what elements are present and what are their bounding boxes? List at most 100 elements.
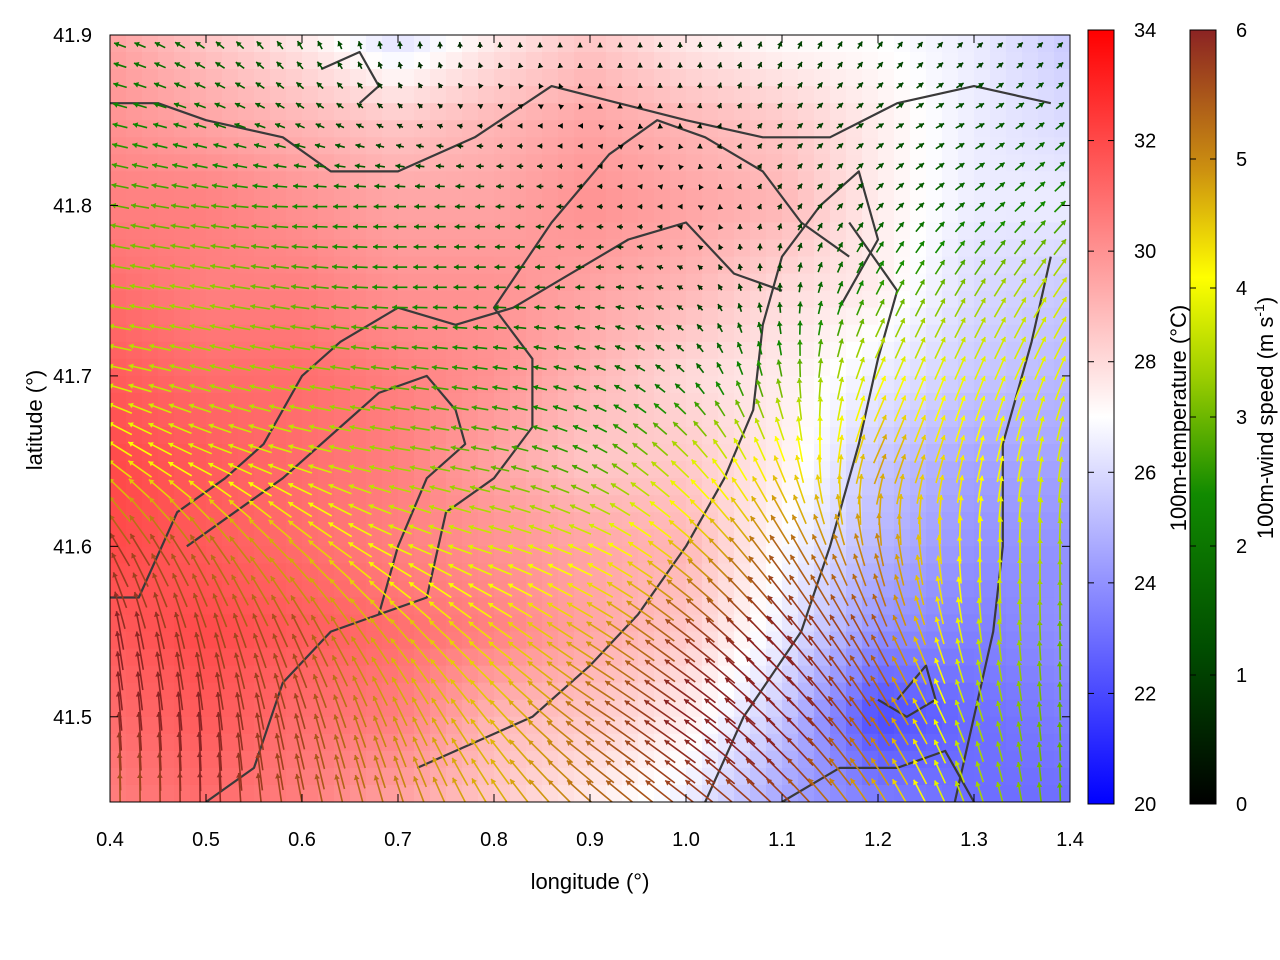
heatmap-cell xyxy=(1006,35,1023,53)
heatmap-cell xyxy=(846,392,863,411)
heatmap-cell xyxy=(910,154,927,172)
heatmap-cell xyxy=(750,35,767,53)
heatmap-cell xyxy=(542,137,559,155)
heatmap-cell xyxy=(334,716,351,735)
heatmap-cell xyxy=(926,256,943,275)
heatmap-cell xyxy=(686,188,703,207)
heatmap-cell xyxy=(366,273,383,292)
heatmap-cell xyxy=(942,580,959,599)
heatmap-cell xyxy=(366,137,383,155)
heatmap-cell xyxy=(654,171,671,189)
heatmap-cell xyxy=(622,222,639,241)
heatmap-cell xyxy=(222,239,239,258)
heatmap-cell xyxy=(1038,222,1055,241)
heatmap-cell xyxy=(590,409,607,428)
heatmap-cell xyxy=(862,699,879,718)
heatmap-cell xyxy=(494,733,511,752)
heatmap-cell xyxy=(638,239,655,258)
heatmap-cell xyxy=(206,409,223,428)
heatmap-cell xyxy=(846,341,863,360)
heatmap-cell xyxy=(510,495,527,513)
heatmap-cell xyxy=(174,358,191,377)
heatmap-cell xyxy=(718,563,735,582)
heatmap-cell xyxy=(766,52,783,70)
heatmap-cell xyxy=(750,597,767,616)
heatmap-cell xyxy=(558,341,575,360)
heatmap-cell xyxy=(478,631,495,650)
heatmap-cell xyxy=(222,665,239,684)
heatmap-cell xyxy=(318,120,335,138)
heatmap-cell xyxy=(926,563,943,582)
heatmap-cell xyxy=(1054,427,1070,445)
heatmap-cell xyxy=(350,307,367,326)
heatmap-cell xyxy=(142,69,159,87)
heatmap-cell xyxy=(1022,205,1039,224)
heatmap-cell xyxy=(622,205,639,224)
heatmap-cell xyxy=(830,137,847,155)
heatmap-cell xyxy=(1038,154,1055,172)
heatmap-cell xyxy=(206,205,223,224)
heatmap-cell xyxy=(318,290,335,309)
heatmap-cell xyxy=(830,171,847,189)
heatmap-cell xyxy=(270,461,287,479)
heatmap-cell xyxy=(670,171,687,189)
heatmap-cell xyxy=(958,563,975,582)
heatmap-cell xyxy=(606,784,623,802)
heatmap-cell xyxy=(446,154,463,172)
heatmap-cell xyxy=(894,120,911,138)
heatmap-cell xyxy=(702,120,719,138)
heatmap-cell xyxy=(1022,154,1039,172)
heatmap-cell xyxy=(414,239,431,258)
heatmap-cell xyxy=(270,529,287,547)
heatmap-cell xyxy=(798,256,815,275)
heatmap-cell xyxy=(254,256,271,275)
heatmap-cell xyxy=(270,171,287,189)
heatmap-cell xyxy=(270,478,287,496)
heatmap-cell xyxy=(686,341,703,360)
heatmap-cell xyxy=(318,307,335,326)
heatmap-cell xyxy=(366,256,383,275)
heatmap-cell xyxy=(782,580,799,599)
heatmap-cell xyxy=(462,69,479,87)
heatmap-cell xyxy=(142,631,159,650)
heatmap-cell xyxy=(942,733,959,752)
heatmap-cell xyxy=(382,222,399,241)
heatmap-cell xyxy=(926,409,943,428)
heatmap-cell xyxy=(446,256,463,275)
heatmap-cell xyxy=(974,375,991,394)
heatmap-cell xyxy=(894,324,911,343)
heatmap-cell xyxy=(734,103,751,121)
heatmap-cell xyxy=(734,222,751,241)
heatmap-cell xyxy=(382,171,399,189)
heatmap-cell xyxy=(158,631,175,650)
heatmap-cell xyxy=(814,205,831,224)
heatmap-cell xyxy=(302,307,319,326)
heatmap-cell xyxy=(318,256,335,275)
heatmap-cell xyxy=(478,290,495,309)
heatmap-cell xyxy=(766,86,783,104)
heatmap-cell xyxy=(286,290,303,309)
heatmap-cell xyxy=(430,154,447,172)
heatmap-cell xyxy=(494,699,511,718)
heatmap-cell xyxy=(638,273,655,292)
heatmap-cell xyxy=(446,699,463,718)
heatmap-cell xyxy=(302,784,319,802)
heatmap-cell xyxy=(910,52,927,70)
heatmap-cell xyxy=(366,409,383,428)
heatmap-cell xyxy=(270,154,287,172)
heatmap-cell xyxy=(174,375,191,394)
heatmap-cell xyxy=(574,222,591,241)
heatmap-cell xyxy=(990,188,1007,207)
heatmap-cell xyxy=(334,392,351,411)
heatmap-cell xyxy=(782,273,799,292)
heatmap-cell xyxy=(414,35,431,53)
heatmap-cell xyxy=(174,716,191,735)
heatmap-cell xyxy=(302,239,319,258)
heatmap-cell xyxy=(462,461,479,479)
heatmap-cell xyxy=(990,171,1007,189)
heatmap-cell xyxy=(526,461,543,479)
heatmap-cell xyxy=(142,120,159,138)
heatmap-cell xyxy=(222,307,239,326)
heatmap-cell xyxy=(478,614,495,633)
heatmap-cell xyxy=(1038,665,1055,684)
